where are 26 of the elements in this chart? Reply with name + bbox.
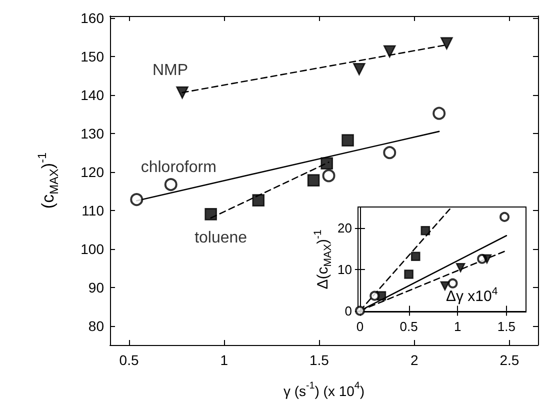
series-label: chloroform <box>140 159 216 176</box>
y-axis-title: Δ(cMAX)-1 <box>312 230 334 290</box>
y-tick-label: 20 <box>338 220 352 236</box>
y-tick-label: 110 <box>82 202 104 218</box>
y-tick-label: 140 <box>80 86 104 103</box>
y-tick-label: 120 <box>80 164 104 180</box>
series-label: NMP <box>152 62 188 80</box>
y-tick-label: 100 <box>80 240 104 257</box>
x-tick-label: 0.5 <box>400 319 418 334</box>
x-tick-label: 0 <box>356 319 364 334</box>
x-tick-label: 0.5 <box>119 352 139 368</box>
x-tick-label: 2.5 <box>500 352 520 368</box>
x-tick-label: 1 <box>220 352 228 368</box>
y-tick-label: 10 <box>338 262 352 277</box>
x-tick-label: 1.5 <box>497 319 516 334</box>
y-tick-label: 80 <box>88 318 104 334</box>
x-tick-label: 1.5 <box>310 352 330 368</box>
x-tick-label: 2 <box>410 352 418 368</box>
y-tick-label: 130 <box>80 125 104 142</box>
y-axis-title: (cMAX)-1 <box>35 152 61 209</box>
y-tick-label: 150 <box>80 48 104 64</box>
y-tick-label: 0 <box>344 303 352 318</box>
series-label: toluene <box>194 230 248 247</box>
y-tick-label: 160 <box>80 10 104 26</box>
y-tick-label: 90 <box>88 279 104 296</box>
x-tick-label: 1 <box>454 319 462 334</box>
